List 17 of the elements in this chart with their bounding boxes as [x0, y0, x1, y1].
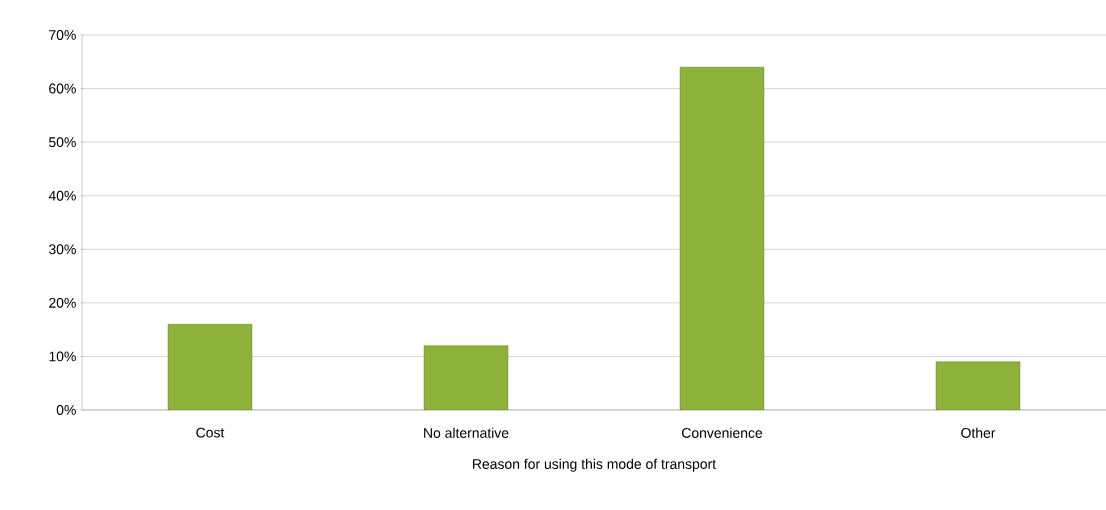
bar [679, 66, 765, 410]
x-tick-label: Other [961, 427, 996, 438]
y-tick-label: 60% [49, 83, 76, 94]
y-tick-label: 40% [48, 190, 76, 201]
y-tick-label: 20% [49, 297, 76, 308]
y-tick-label: 70% [49, 30, 76, 40]
bar [935, 361, 1021, 410]
x-tick-label: No alternative [424, 427, 509, 438]
y-tick-label: 50% [49, 137, 76, 148]
y-tick-label: 30% [48, 244, 76, 255]
bar [423, 345, 509, 410]
y-tick-label: 10% [49, 351, 76, 362]
x-tick-label: Cost [196, 427, 225, 438]
bar [167, 324, 253, 410]
x-axis-title: Reason for using this mode of transport [473, 458, 716, 472]
x-tick-label: Convenience [682, 427, 763, 438]
y-tick-label: 0% [56, 405, 76, 415]
